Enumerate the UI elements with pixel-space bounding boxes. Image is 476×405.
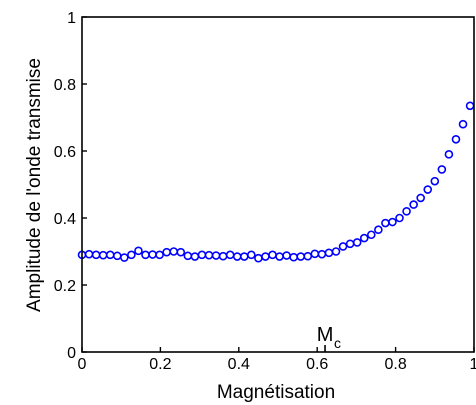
x-tick-label: 1 <box>470 356 476 373</box>
y-tick-label: 1 <box>67 10 76 27</box>
x-tick-label: 0.8 <box>384 356 406 373</box>
data-point <box>247 250 256 260</box>
x-tick-label: 0.4 <box>228 356 250 373</box>
y-tick-label: 0.6 <box>54 144 76 161</box>
data-point <box>134 246 143 256</box>
data-point <box>359 233 369 243</box>
y-tick-label: 0.8 <box>54 77 76 94</box>
data-point <box>331 247 341 256</box>
data-point <box>374 225 383 235</box>
x-tick-label: 0.6 <box>306 356 328 373</box>
data-point <box>402 207 411 216</box>
x-tick-label: 0 <box>78 356 87 373</box>
mc-annotation-subscript: c <box>334 335 341 351</box>
y-tick-label: 0.2 <box>54 278 76 295</box>
x-tick-label: 0.2 <box>149 356 171 373</box>
data-point <box>437 165 447 174</box>
data-point <box>451 134 461 144</box>
plot-frame <box>81 16 475 353</box>
mc-annotation-label: M <box>317 324 334 346</box>
axes: 0 0.2 0.4 0.6 0.8 1 0 0.2 0.4 0.6 0.8 1 <box>54 10 476 373</box>
x-axis-title: Magnétisation <box>217 382 335 403</box>
data-point <box>127 250 136 260</box>
y-axis-title: Amplitude de l'onde transmise <box>24 58 45 312</box>
data-point <box>352 238 362 247</box>
data-point <box>458 119 468 129</box>
y-tick-label: 0.4 <box>54 211 76 228</box>
data-point <box>366 230 376 240</box>
y-tick-label: 0 <box>67 345 76 362</box>
data-point <box>388 217 397 227</box>
data-point <box>176 247 186 257</box>
mc-annotation: M c <box>317 324 341 351</box>
data-point <box>430 176 440 186</box>
data-point <box>416 193 425 203</box>
data-point <box>338 242 348 251</box>
data-points <box>77 101 475 263</box>
data-point <box>155 250 164 260</box>
data-point <box>409 200 418 209</box>
data-point <box>120 253 129 262</box>
data-point <box>423 185 433 194</box>
data-point <box>395 213 404 223</box>
data-point <box>444 150 454 159</box>
